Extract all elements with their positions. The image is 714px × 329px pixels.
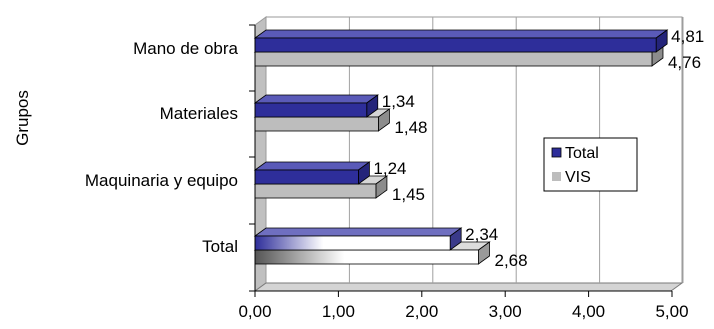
bar-total — [253, 161, 371, 185]
legend-swatch-vis — [552, 172, 561, 181]
x-tick-label: 2,00 — [405, 302, 438, 321]
legend-label-vis: VIS — [565, 169, 591, 186]
y-axis-title: Grupos — [13, 90, 32, 146]
x-tick-label: 4,00 — [572, 302, 605, 321]
plot-floor — [253, 282, 684, 292]
legend: Total VIS — [543, 137, 638, 192]
legend-swatch-total — [551, 147, 562, 158]
bars — [253, 29, 669, 265]
bar-total — [253, 29, 669, 53]
legend-box — [543, 137, 638, 192]
data-label-total: 2,34 — [465, 225, 498, 244]
category-label: Total — [202, 237, 238, 256]
data-label-vis: 1,45 — [392, 185, 425, 204]
bar-total — [253, 227, 463, 251]
data-label-vis: 4,76 — [668, 53, 701, 72]
category-label: Maquinaria y equipo — [85, 171, 238, 190]
data-label-vis: 2,68 — [495, 251, 528, 270]
x-axis: 0,00 1,00 2,00 3,00 4,00 5,00 — [238, 290, 689, 321]
data-label-total: 1,24 — [373, 159, 406, 178]
category-label: Mano de obra — [133, 39, 238, 58]
x-tick-label: 1,00 — [322, 302, 355, 321]
bar-total — [253, 94, 379, 118]
x-tick-label: 5,00 — [655, 302, 688, 321]
legend-label-total: Total — [565, 145, 599, 162]
data-labels: 4,81 4,76 1,34 1,48 1,24 1,45 2,34 2,68 — [373, 27, 704, 270]
y-axis: Mano de obra Materiales Maquinaria y equip… — [85, 24, 256, 292]
data-label-vis: 1,48 — [394, 118, 427, 137]
data-label-total: 1,34 — [382, 92, 415, 111]
data-label-total: 4,81 — [671, 27, 704, 46]
x-tick-label: 0,00 — [238, 302, 271, 321]
x-tick-label: 3,00 — [489, 302, 522, 321]
category-label: Materiales — [160, 104, 238, 123]
